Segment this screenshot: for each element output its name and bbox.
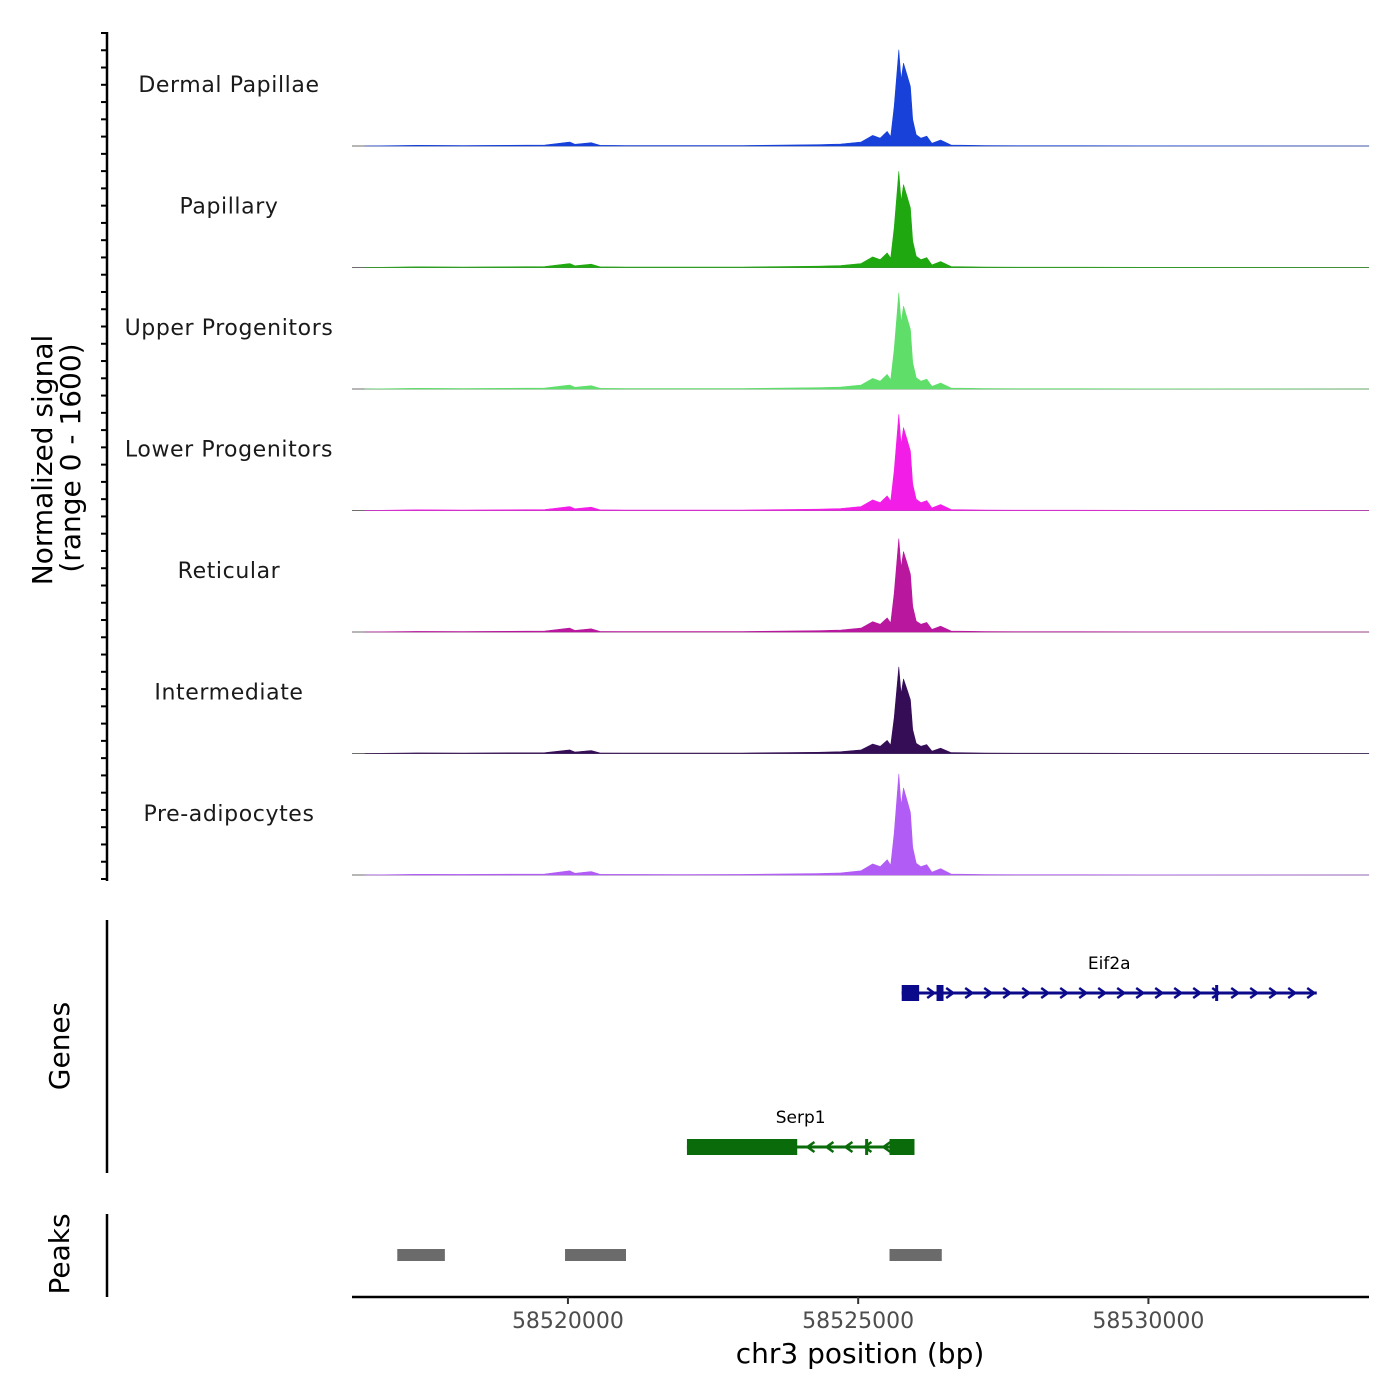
coverage-track: Dermal Papillae [138, 49, 1370, 147]
peak-region [565, 1249, 626, 1261]
strand-arrow [983, 986, 994, 1000]
x-axis: 58520000 58525000 58530000 chr3 position (… [352, 1295, 1369, 1370]
strand-arrow [964, 986, 975, 1000]
gene-models: Eif2a Serp1 [686, 954, 1317, 1155]
gene-exon [1215, 985, 1219, 1001]
strand-arrow [862, 1140, 873, 1154]
gene-exon [865, 1139, 869, 1155]
coverage-area [364, 666, 1370, 754]
genes-panel: Genes Eif2a Serp1 [43, 920, 1317, 1173]
strand-arrow [1306, 986, 1317, 1000]
coverage-y-axis-title: Normalized signal [26, 335, 59, 586]
coverage-area [364, 292, 1370, 390]
track-label: Upper Progenitors [125, 316, 334, 341]
coverage-track: Pre-adipocytes [143, 773, 1370, 876]
coverage-tracks: Dermal Papillae Papillary Upper Progenitor… [125, 49, 1370, 876]
strand-arrow [1268, 986, 1279, 1000]
gene-model: Serp1 [686, 1108, 915, 1155]
coverage-track: Reticular [178, 538, 1370, 633]
coverage-track: Intermediate [154, 666, 1370, 754]
coverage-area [364, 49, 1370, 147]
x-axis-title: chr3 position (bp) [736, 1337, 985, 1370]
strand-arrow [1154, 986, 1165, 1000]
strand-arrow [926, 986, 937, 1000]
coverage-panel: Normalized signal (range 0 - 1600) Derma… [26, 32, 1370, 881]
strand-arrow [1249, 986, 1260, 1000]
strand-arrow [843, 1140, 854, 1154]
track-label: Lower Progenitors [125, 438, 333, 463]
gene-exon [936, 985, 944, 1001]
x-tick-label: 58525000 [802, 1309, 914, 1334]
strand-arrow [1059, 986, 1070, 1000]
track-label: Pre-adipocytes [143, 802, 314, 827]
x-tick-label: 58530000 [1092, 1309, 1204, 1334]
strand-arrow [1021, 986, 1032, 1000]
strand-arrow [1002, 986, 1013, 1000]
strand-arrow [1097, 986, 1108, 1000]
coverage-track: Upper Progenitors [125, 292, 1370, 390]
strand-arrow [1040, 986, 1051, 1000]
strand-arrow [1173, 986, 1184, 1000]
coverage-y-ticks [101, 32, 107, 880]
strand-arrow [1192, 986, 1203, 1000]
peaks-panel: Peaks [43, 1213, 942, 1297]
coverage-area [364, 538, 1370, 633]
track-label: Papillary [179, 195, 278, 220]
coverage-area [364, 414, 1370, 511]
coverage-track: Lower Progenitors [125, 414, 1370, 511]
strand-arrow [1078, 986, 1089, 1000]
gene-label: Serp1 [776, 1108, 826, 1128]
peaks-panel-title: Peaks [43, 1213, 76, 1294]
coverage-y-axis-range: (range 0 - 1600) [54, 343, 87, 572]
strand-arrow [1230, 986, 1241, 1000]
gene-model: Eif2a [901, 954, 1317, 1001]
strand-arrow [945, 986, 956, 1000]
x-axis-ticks: 58520000 58525000 58530000 [512, 1297, 1204, 1334]
peak-region [397, 1249, 445, 1261]
strand-arrow [1287, 986, 1298, 1000]
x-tick-label: 58520000 [512, 1309, 624, 1334]
gene-label: Eif2a [1088, 954, 1131, 974]
peak-regions [397, 1249, 942, 1261]
gene-exon [889, 1139, 915, 1155]
peak-region [889, 1249, 942, 1261]
genes-panel-title: Genes [43, 1002, 76, 1090]
strand-arrow [1116, 986, 1127, 1000]
track-label: Dermal Papillae [138, 73, 319, 98]
strand-arrow [824, 1140, 835, 1154]
gene-exon [686, 1139, 798, 1155]
strand-arrow [1135, 986, 1146, 1000]
strand-arrow [805, 1140, 816, 1154]
gene-exon [901, 985, 920, 1001]
strand-arrow [881, 1140, 892, 1154]
coverage-area [364, 171, 1370, 268]
strand-arrow [1211, 986, 1222, 1000]
coverage-track: Papillary [179, 171, 1370, 268]
track-label: Reticular [178, 559, 281, 584]
track-label: Intermediate [154, 681, 303, 706]
coverage-area [364, 773, 1370, 876]
